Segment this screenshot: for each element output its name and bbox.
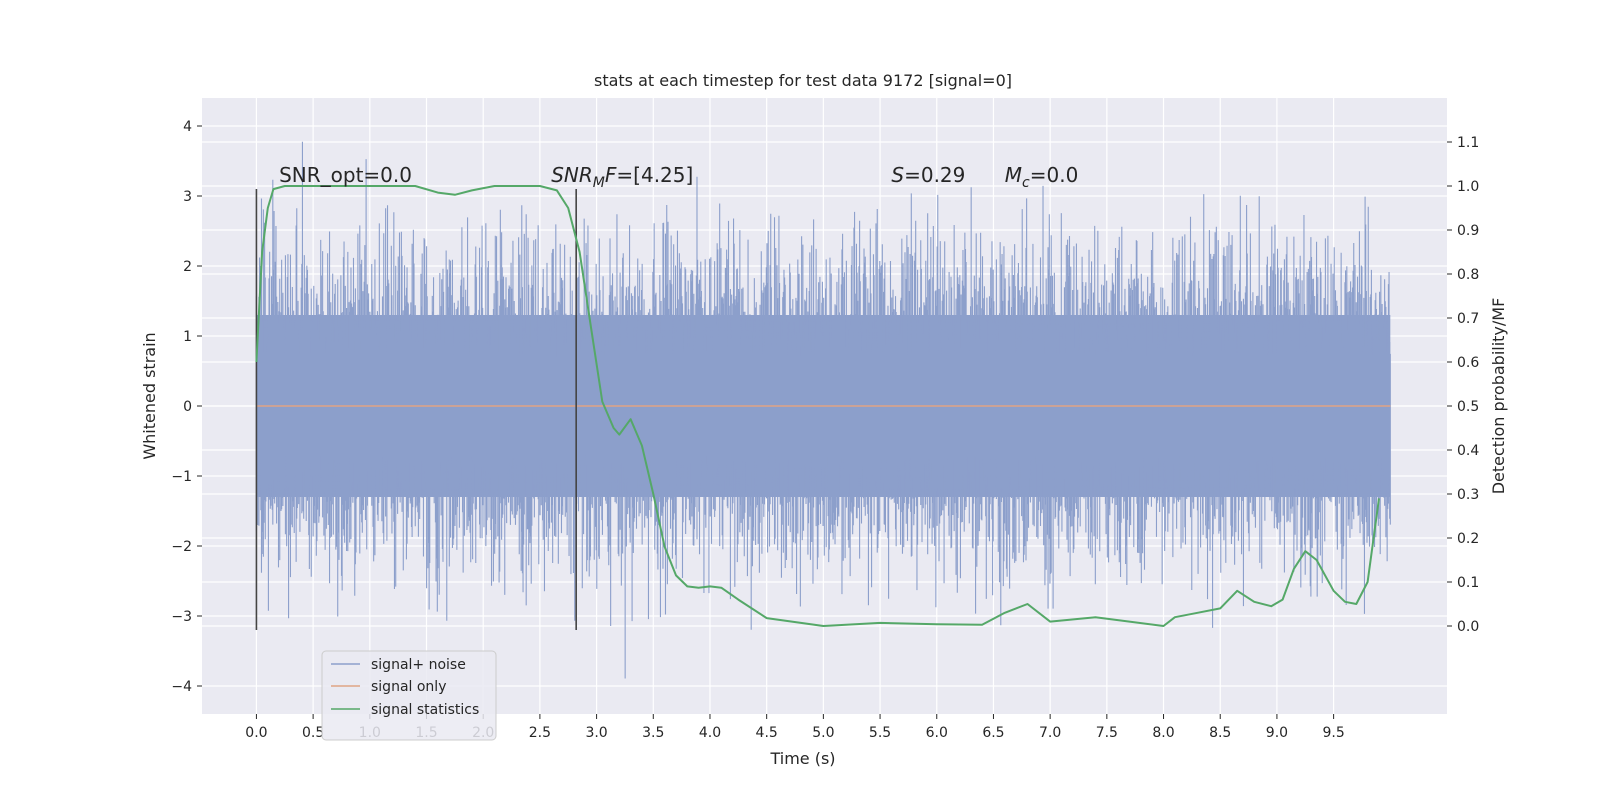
- x-tick-label: 7.5: [1096, 725, 1118, 741]
- series-signal-statistics: [255, 185, 1380, 627]
- y-right-tick-label: 0.9: [1457, 223, 1479, 239]
- legend-label-signal-statistics: signal statistics: [371, 702, 479, 718]
- y-left-tick-label: 4: [183, 119, 192, 135]
- y-right-tick-label: 0.3: [1457, 487, 1479, 503]
- y-left-tick-label: −2: [171, 539, 192, 555]
- x-tick-label: 3.0: [585, 725, 607, 741]
- y-right-tick-label: 0.5: [1457, 399, 1479, 415]
- annotations: SNR_opt=0.0 SNRMF=[4.25] S=0.29 Mc=0.0: [279, 163, 1078, 191]
- y-right-tick-label: 0.6: [1457, 355, 1479, 371]
- x-tick-label: 5.5: [869, 725, 891, 741]
- x-axis-label: Time (s): [769, 749, 835, 768]
- y-right-axis-ticks: 0.0 0.1 0.2 0.3 0.4 0.5 0.6 0.7 0.8 0.9 1.0 1.1: [1447, 135, 1479, 635]
- x-tick-label: 8.0: [1152, 725, 1174, 741]
- y-right-tick-label: 0.7: [1457, 311, 1479, 327]
- y-left-tick-label: −3: [171, 609, 192, 625]
- y-left-tick-label: −1: [171, 469, 192, 485]
- y-right-axis-label: Detection probability/MF: [1489, 298, 1508, 495]
- chart-title: stats at each timestep for test data 917…: [594, 71, 1012, 90]
- y-right-tick-label: 0.1: [1457, 575, 1479, 591]
- annotation-s-stat: S=0.29: [891, 163, 965, 187]
- y-left-axis-ticks: −4 −3 −2 −1 0 1 2 3 4: [171, 119, 202, 695]
- y-right-tick-label: 1.1: [1457, 135, 1479, 151]
- legend-label-signal-only: signal only: [371, 679, 446, 695]
- y-left-tick-label: 1: [183, 329, 192, 345]
- x-tick-label: 0.0: [245, 725, 267, 741]
- x-tick-label: 2.5: [529, 725, 551, 741]
- x-tick-label: 0.5: [302, 725, 324, 741]
- y-right-tick-label: 0.8: [1457, 267, 1479, 283]
- y-left-tick-label: −4: [171, 679, 192, 695]
- annotation-mc: Mc=0.0: [1005, 163, 1079, 191]
- x-tick-label: 3.5: [642, 725, 664, 741]
- x-tick-label: 7.0: [1039, 725, 1061, 741]
- x-tick-label: 6.5: [982, 725, 1004, 741]
- x-tick-label: 9.5: [1322, 725, 1344, 741]
- x-tick-label: 9.0: [1266, 725, 1288, 741]
- legend-label-signal-plus-noise: signal+ noise: [371, 657, 466, 673]
- signal-statistics-line: [255, 185, 1380, 627]
- annotation-snr-opt: SNR_opt=0.0: [279, 163, 412, 187]
- annotation-snr-mf: SNRMF=[4.25]: [551, 163, 693, 191]
- x-tick-label: 8.5: [1209, 725, 1231, 741]
- y-left-axis-label: Whitened strain: [140, 332, 159, 459]
- x-tick-label: 5.0: [812, 725, 834, 741]
- y-right-tick-label: 0.2: [1457, 531, 1479, 547]
- x-tick-label: 6.0: [926, 725, 948, 741]
- x-tick-label: 4.5: [756, 725, 778, 741]
- legend: signal+ noise signal only signal statist…: [321, 650, 497, 741]
- legend-frame: [321, 650, 497, 741]
- y-right-tick-label: 1.0: [1457, 179, 1479, 195]
- y-right-tick-label: 0.0: [1457, 619, 1479, 635]
- y-left-tick-label: 2: [183, 259, 192, 275]
- y-left-tick-label: 3: [183, 189, 192, 205]
- x-tick-label: 4.0: [699, 725, 721, 741]
- y-right-tick-label: 0.4: [1457, 443, 1479, 459]
- marker-lines: [255, 189, 577, 630]
- y-left-tick-label: 0: [183, 399, 192, 415]
